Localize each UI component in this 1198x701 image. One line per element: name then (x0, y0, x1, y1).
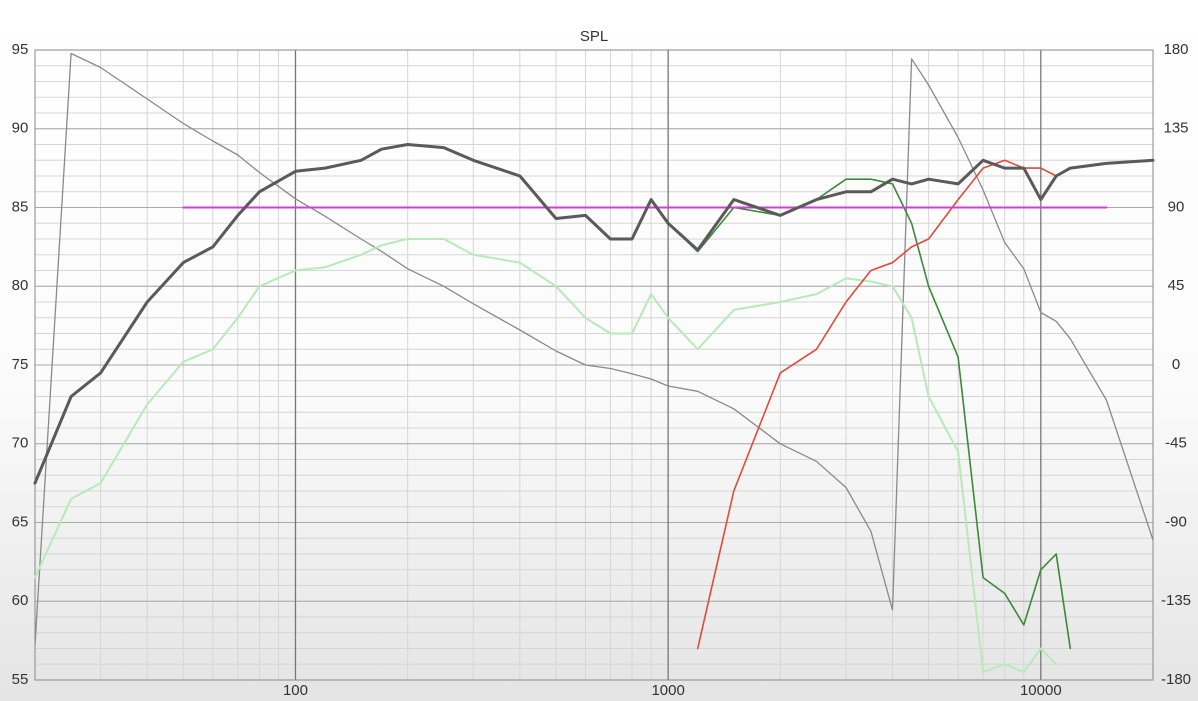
plot-frame (34, 49, 1154, 681)
y2-tick-label: -45 (1165, 435, 1187, 452)
y2-tick-label: 90 (1168, 198, 1185, 215)
y2-tick-label: 180 (1163, 41, 1188, 58)
y2-tick-label: -90 (1165, 513, 1187, 530)
y2-tick-label: 45 (1168, 277, 1185, 294)
y2-tick-label: 135 (1163, 120, 1188, 137)
y-tick-label: 75 (12, 356, 29, 373)
series-line (696, 159, 1057, 650)
series-line (34, 238, 1058, 674)
y-tick-label: 70 (12, 435, 29, 452)
y-tick-label: 80 (12, 277, 29, 294)
x-tick-label: 1000 (651, 682, 684, 699)
y-tick-label: 65 (12, 513, 29, 530)
y-tick-label: 90 (12, 120, 29, 137)
y2-tick-label: -180 (1161, 671, 1191, 688)
y-tick-label: 60 (12, 592, 29, 609)
series-line (34, 52, 1154, 646)
x-tick-label: 100 (283, 682, 308, 699)
y-tick-label: 95 (12, 41, 29, 58)
series-line (33, 143, 1155, 485)
y-tick-label: 85 (12, 198, 29, 215)
y-tick-label: 55 (12, 671, 29, 688)
chart-title: SPL (580, 28, 608, 45)
y2-tick-label: 0 (1172, 356, 1180, 373)
x-tick-label: 10000 (1020, 682, 1062, 699)
y2-tick-label: -135 (1161, 592, 1191, 609)
series-line (667, 178, 1072, 650)
